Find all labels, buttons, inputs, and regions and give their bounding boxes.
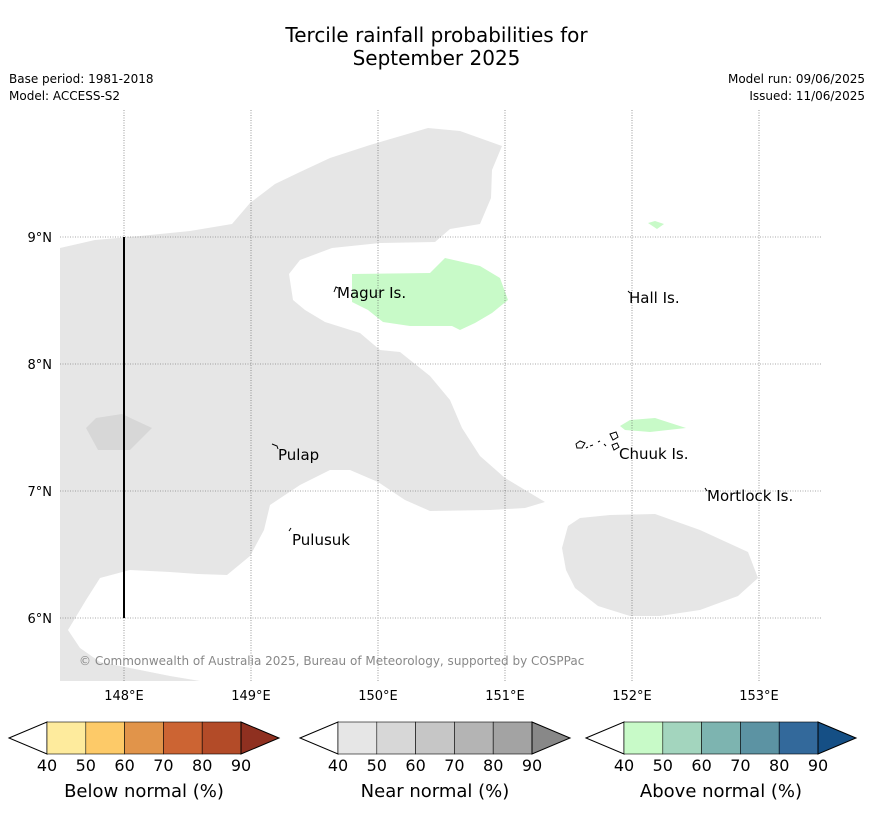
place-label-mortlock: Mortlock Is. [707, 487, 793, 505]
legend-above-arrow-right [817, 721, 858, 755]
legend-near-swatch [454, 721, 494, 755]
place-label-chuuk: Chuuk Is. [619, 445, 688, 463]
legend-below-swatch [163, 721, 203, 755]
place-label-pulap: Pulap [278, 446, 319, 464]
legend-near-tick: 80 [483, 756, 503, 775]
chuuk-island-shape-3 [611, 442, 620, 451]
legend-near-tick: 90 [522, 756, 542, 775]
base-period-text: Base period: 1981-2018 [9, 72, 154, 86]
legend-above-swatch [778, 721, 819, 755]
near-normal-region-east [562, 514, 758, 616]
pulap-island-shape [271, 443, 279, 450]
above-normal-region-north [352, 258, 508, 330]
near-normal-darker-patch [86, 414, 152, 450]
latitude-labels: 9°N 8°N 7°N 6°N [28, 231, 53, 627]
mortlock-island-shape [704, 487, 708, 492]
chuuk-reef-dots [585, 440, 607, 449]
issued-text: Issued: 11/06/2025 [749, 89, 865, 103]
legend-above-tick: 70 [730, 756, 750, 775]
legend-near-swatch [337, 721, 378, 755]
model-text: Model: ACCESS-S2 [9, 89, 121, 103]
legend-below-arrow-right [240, 721, 281, 755]
hall-island-shape [627, 290, 631, 294]
legend-above-swatch [701, 721, 741, 755]
place-label-hall: Hall Is. [629, 289, 680, 307]
legend-below-tick: 40 [37, 756, 57, 775]
lon-label: 153°E [739, 689, 779, 704]
above-normal-region-small [648, 221, 664, 229]
lon-label: 151°E [485, 689, 525, 704]
legend-below-tick: 70 [153, 756, 173, 775]
legend-below-swatch [46, 721, 87, 755]
magur-island-shape [333, 286, 339, 293]
longitude-labels: 148°E 149°E 150°E 151°E 152°E 153°E [104, 689, 779, 704]
legend-above-swatch [662, 721, 702, 755]
place-label-magur: Magur Is. [337, 284, 406, 302]
legend-above-tick: 60 [691, 756, 711, 775]
legend-colorbars: 40 50 60 70 80 90 40 50 60 70 80 90 40 50 60 70 80 90 [7, 721, 858, 775]
legend-near-tick: 40 [328, 756, 348, 775]
lat-label: 6°N [28, 612, 53, 627]
legend-near-swatch [415, 721, 455, 755]
model-run-text: Model run: 09/06/2025 [727, 72, 865, 86]
copyright-text: © Commonwealth of Australia 2025, Bureau… [79, 654, 584, 668]
chuuk-island-shape-2 [609, 431, 619, 441]
legend-below-swatch [85, 721, 125, 755]
legend-below-tick: 60 [114, 756, 134, 775]
chuuk-island-shape-1 [575, 440, 586, 449]
legend-below-arrow-left [7, 721, 48, 755]
legend-above-tick: 80 [769, 756, 789, 775]
legend-near-tick: 50 [367, 756, 387, 775]
legend-near-swatch [492, 721, 533, 755]
legend-above-tick: 40 [614, 756, 634, 775]
legend-near-swatch [376, 721, 416, 755]
legend-below-swatch [124, 721, 164, 755]
legend-below-swatch [201, 721, 242, 755]
lat-label: 7°N [28, 485, 53, 500]
legend-near-tick: 70 [444, 756, 464, 775]
legend-above-arrow-left [584, 721, 625, 755]
legend-above-tick: 90 [808, 756, 828, 775]
map-title-line2: September 2025 [352, 46, 521, 70]
place-label-pulusuk: Pulusuk [292, 531, 350, 549]
legend-above-swatch [740, 721, 780, 755]
lon-label: 149°E [231, 689, 271, 704]
island-outlines [271, 286, 708, 532]
legend-near-arrow-left [298, 721, 339, 755]
lon-label: 152°E [612, 689, 652, 704]
near-normal-region-west [60, 128, 545, 681]
lon-label: 148°E [104, 689, 144, 704]
legend-near-tick: 60 [405, 756, 425, 775]
legend-above-swatch [623, 721, 664, 755]
above-normal-region-chuuk [620, 418, 686, 432]
legend-above-label: Above normal (%) [639, 781, 803, 802]
map-title-line1: Tercile rainfall probabilities for [285, 23, 588, 47]
legend-near-label: Near normal (%) [360, 781, 510, 802]
pulusuk-island-shape [288, 527, 292, 532]
legend-below-tick: 90 [231, 756, 251, 775]
lat-label: 9°N [28, 231, 53, 246]
legend-near-arrow-right [531, 721, 572, 755]
lon-label: 150°E [358, 689, 398, 704]
legend-below-tick: 80 [192, 756, 212, 775]
legend-above-tick: 50 [653, 756, 673, 775]
legend-below-label: Below normal (%) [64, 781, 224, 802]
lat-label: 8°N [28, 358, 53, 373]
legend-below-tick: 50 [76, 756, 96, 775]
